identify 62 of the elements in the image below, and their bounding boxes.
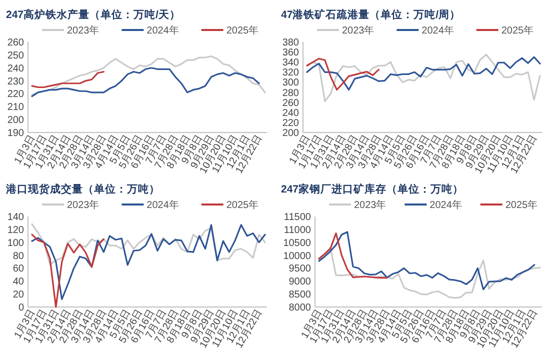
y-tick-label: 120 <box>7 224 24 236</box>
legend-label: 2023年 <box>342 24 374 36</box>
y-tick-label: 230 <box>7 76 24 88</box>
line-series <box>31 234 104 308</box>
y-tick-label: 11500 <box>284 212 312 223</box>
y-tick-label: 240 <box>282 108 300 119</box>
y-tick-label: 9500 <box>288 264 312 275</box>
line-series <box>31 67 260 98</box>
y-tick-label: 340 <box>282 58 300 69</box>
y-tick-label: 200 <box>282 128 300 139</box>
y-tick-label: 320 <box>282 68 300 79</box>
y-tick-label: 60 <box>12 264 24 275</box>
line-series <box>306 54 541 102</box>
line-series <box>31 55 266 96</box>
legend-label: 2023年 <box>67 199 100 211</box>
y-tick-label: 190 <box>7 128 24 139</box>
line-series <box>306 56 541 91</box>
y-tick-label: 200 <box>7 115 24 126</box>
legend-label: 2025年 <box>501 24 534 36</box>
y-tick-label: 10500 <box>283 238 312 249</box>
y-tick-label: 11000 <box>284 224 312 236</box>
y-tick-label: 0 <box>18 302 24 314</box>
line-series <box>318 231 536 290</box>
y-tick-label: 360 <box>282 48 300 59</box>
y-tick-label: 260 <box>7 38 24 48</box>
y-tick-label: 20 <box>12 290 24 301</box>
legend-label: 2025年 <box>226 24 259 36</box>
legend-label: 2024年 <box>146 24 179 36</box>
y-tick-label: 40 <box>12 276 24 288</box>
y-tick-label: 8000 <box>288 302 312 314</box>
line-series <box>31 224 266 300</box>
y-tick-label: 210 <box>7 102 24 114</box>
y-tick-label: 9000 <box>288 276 312 288</box>
legend-label: 2025年 <box>226 199 259 211</box>
line-series <box>31 70 104 88</box>
y-tick-label: 280 <box>282 88 300 99</box>
y-tick-label: 260 <box>282 98 300 109</box>
y-tick-label: 300 <box>282 78 300 89</box>
y-tick-label: 220 <box>7 89 24 100</box>
y-tick-label: 240 <box>7 63 24 74</box>
y-tick-label: 10000 <box>283 250 312 262</box>
line-series <box>306 58 380 91</box>
legend-label: 2025年 <box>505 199 538 211</box>
legend-label: 2024年 <box>422 24 454 36</box>
y-tick-label: 80 <box>12 250 24 262</box>
legend-label: 2023年 <box>67 24 100 36</box>
y-tick-label: 140 <box>7 212 24 223</box>
y-tick-label: 100 <box>7 238 24 249</box>
chart-title: 港口现货成交量（单位：万吨） <box>5 182 160 196</box>
legend-label: 2024年 <box>430 199 462 211</box>
line-series <box>318 246 541 299</box>
chart-title: 247家钢厂进口矿库存（单位：万吨） <box>281 182 464 196</box>
y-tick-label: 250 <box>7 50 24 62</box>
line-series <box>318 232 388 279</box>
y-tick-label: 8500 <box>288 290 312 301</box>
y-tick-label: 380 <box>282 38 300 48</box>
legend-label: 2023年 <box>354 199 386 211</box>
chart-title: 247高炉铁水产量（单位：万吨/天） <box>6 8 180 21</box>
line-series <box>31 223 266 266</box>
y-tick-label: 220 <box>282 118 300 129</box>
legend-label: 2024年 <box>146 199 179 211</box>
chart-title: 47港铁矿石疏港量（单位：万吨/周） <box>281 8 461 21</box>
